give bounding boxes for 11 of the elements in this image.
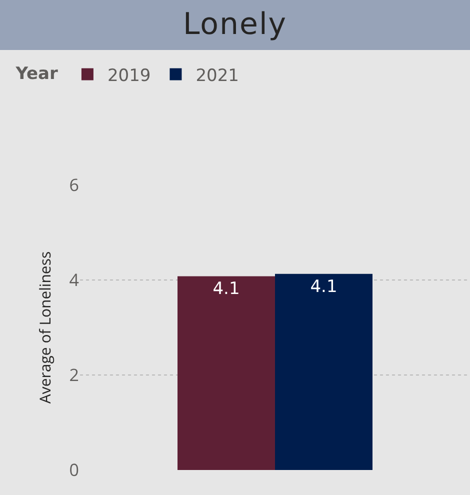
legend-title: Year [14, 64, 58, 84]
data-label: 4.1 [212, 279, 240, 300]
y-tick-label: 6 [69, 172, 79, 196]
y-tick-label: 2 [69, 362, 79, 386]
y-tick-label: 0 [69, 458, 79, 481]
legend-label: 2019 [107, 66, 151, 86]
legend-label: 2021 [196, 66, 239, 86]
y-tick-label: 4 [69, 268, 80, 291]
y-axis-title: Average of Loneliness [36, 251, 56, 404]
chart-title: Lonely [0, 0, 470, 50]
data-label: 4.1 [310, 276, 338, 297]
